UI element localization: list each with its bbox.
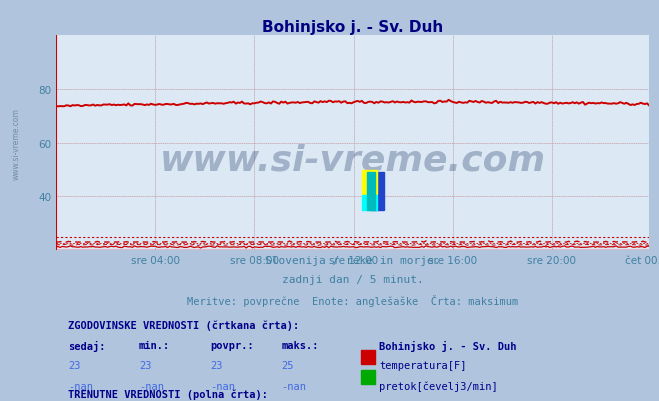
Text: 23: 23	[210, 360, 223, 371]
Text: 23: 23	[139, 360, 152, 371]
Text: povpr.:: povpr.:	[210, 340, 254, 350]
Text: zadnji dan / 5 minut.: zadnji dan / 5 minut.	[281, 275, 424, 285]
Bar	[362, 170, 377, 194]
Text: TRENUTNE VREDNOSTI (polna črta):: TRENUTNE VREDNOSTI (polna črta):	[68, 388, 268, 399]
Text: -nan: -nan	[139, 381, 164, 391]
Text: -nan: -nan	[281, 381, 306, 391]
Bar	[362, 196, 377, 210]
Title: Bohinjsko j. - Sv. Duh: Bohinjsko j. - Sv. Duh	[262, 20, 444, 35]
Text: Slovenija / reke in morje.: Slovenija / reke in morje.	[265, 255, 440, 265]
Bar	[367, 173, 375, 210]
Text: -nan: -nan	[68, 381, 93, 391]
Text: pretok[čevelj3/min]: pretok[čevelj3/min]	[380, 381, 498, 391]
Text: www.si-vreme.com: www.si-vreme.com	[159, 144, 546, 177]
Text: temperatura[F]: temperatura[F]	[380, 360, 467, 371]
Text: www.si-vreme.com: www.si-vreme.com	[11, 107, 20, 179]
Text: -nan: -nan	[210, 381, 235, 391]
Bar	[361, 350, 374, 364]
Text: maks.:: maks.:	[281, 340, 319, 350]
Text: sedaj:: sedaj:	[68, 340, 105, 351]
Bar	[371, 173, 384, 210]
Text: 25: 25	[281, 360, 294, 371]
Text: ZGODOVINSKE VREDNOSTI (črtkana črta):: ZGODOVINSKE VREDNOSTI (črtkana črta):	[68, 320, 299, 330]
Text: 23: 23	[68, 360, 80, 371]
Text: min.:: min.:	[139, 340, 170, 350]
Text: Bohinjsko j. - Sv. Duh: Bohinjsko j. - Sv. Duh	[380, 340, 517, 351]
Bar	[361, 370, 374, 385]
Text: Meritve: povprečne  Enote: anglešaške  Črta: maksimum: Meritve: povprečne Enote: anglešaške Črt…	[187, 294, 518, 306]
